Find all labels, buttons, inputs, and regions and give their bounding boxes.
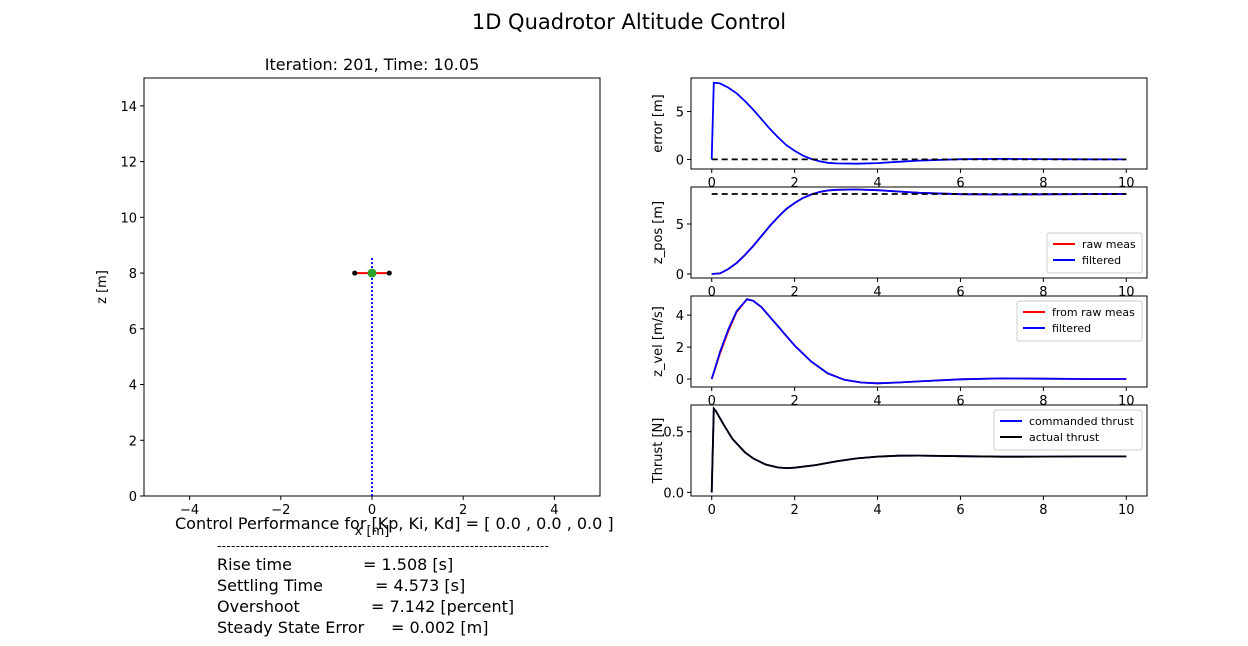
xz-view-xtick-label: 4 — [550, 503, 558, 518]
steady-state-error-value: = 0.002 [m] — [391, 618, 489, 637]
thrust-ytick-label: 0.0 — [663, 486, 684, 501]
z_pos-ytick-label: 5 — [676, 218, 684, 233]
z_vel-frame — [690, 295, 1148, 388]
xz-view-ytick-label: 10 — [120, 211, 137, 226]
xz-view-xtick-label: −4 — [180, 503, 199, 518]
error-xtick-label: 6 — [956, 176, 964, 191]
z_pos-xtick-label: 6 — [956, 285, 964, 300]
z_vel-series-filtered — [710, 298, 1127, 385]
thrust-xtick-label: 4 — [873, 503, 881, 518]
xz-view-axes: −4 −2 0 2 4 0 2 4 6 8 10 12 14 z [m] x [m] Iteration: 2… — [95, 55, 601, 539]
z_vel-ytick-label: 2 — [676, 341, 684, 356]
rise-time-label: Rise time — [217, 555, 292, 574]
z_vel-legend: from raw meas filtered — [1016, 300, 1143, 342]
xz-view-ytick-label: 8 — [129, 267, 137, 282]
error-ytick-label: 0 — [676, 153, 684, 168]
thrust-series-actual-thrust — [710, 406, 1127, 493]
xz-view-xtick-label: 2 — [459, 503, 467, 518]
z_vel-xtick-label: 0 — [708, 394, 716, 409]
z_pos-legend-label: raw meas — [1082, 238, 1136, 251]
xz-view-xlabel: x [m] — [355, 524, 390, 539]
thrust-frame — [690, 404, 1148, 497]
thrust-xtick-label: 8 — [1039, 503, 1047, 518]
z_vel-xtick-label: 10 — [1118, 394, 1135, 409]
z_vel-xtick-label: 8 — [1039, 394, 1047, 409]
xz-view-ytick-label: 4 — [129, 379, 137, 394]
error-xtick-label: 2 — [790, 176, 798, 191]
xz-view-ytick-label: 12 — [120, 156, 137, 171]
thrust-xtick-label: 0 — [708, 503, 716, 518]
z_vel-xtick-label: 2 — [790, 394, 798, 409]
z_pos-legend: raw meas filtered — [1046, 232, 1143, 274]
thrust-ytick-label: 0.5 — [663, 426, 684, 441]
z_vel-xtick-label: 6 — [956, 394, 964, 409]
xz-view-xtick-label: −2 — [271, 503, 290, 518]
error-xtick-label: 10 — [1118, 176, 1135, 191]
xz-view-ytick-label: 2 — [129, 434, 137, 449]
xz-view-ylabel: z [m] — [95, 270, 110, 304]
xz-view-xtick-label: 0 — [368, 503, 376, 518]
quadrotor-rotor-left — [352, 270, 358, 276]
error-xtick-label: 0 — [708, 176, 716, 191]
error-series-line — [710, 81, 1127, 165]
steady-state-error-label: Steady State Error — [217, 618, 365, 637]
z_vel-ylabel: z_vel [m/s] — [651, 306, 666, 377]
xz-view-ytick-label: 6 — [129, 323, 137, 338]
z_pos-legend-label: filtered — [1082, 254, 1121, 267]
thrust-legend: commanded thrust actual thrust — [993, 409, 1143, 451]
performance-header: Control Performance for [Kp, Ki, Kd] = [… — [175, 514, 614, 533]
settling-time-label: Settling Time — [217, 576, 323, 595]
z_vel-legend-box — [1016, 300, 1143, 342]
z_vel-ytick-label: 0 — [676, 373, 684, 388]
thrust-xtick-label: 10 — [1118, 503, 1135, 518]
overshoot-value: = 7.142 [percent] — [371, 597, 515, 616]
z_pos-series-filtered — [711, 188, 1127, 275]
overshoot-label: Overshoot — [217, 597, 300, 616]
z_pos-xtick-label: 10 — [1118, 285, 1135, 300]
z_vel-axes: 0 2 4 6 8 10 0 2 4 z_vel [m/s] from raw meas filter… — [651, 295, 1148, 409]
error-ytick-label: 5 — [676, 106, 684, 121]
xz-view-ytick-label: 14 — [120, 100, 137, 115]
error-axes: 0 2 4 6 8 10 0 5 error [m] — [651, 77, 1148, 191]
z_pos-frame — [690, 186, 1148, 279]
settling-time-value: = 4.573 [s] — [375, 576, 466, 595]
quadrotor-rotor-right — [386, 270, 392, 276]
error-frame — [690, 77, 1148, 170]
z_vel-ytick-label: 4 — [676, 309, 684, 324]
error-ylabel: error [m] — [651, 94, 666, 152]
z_pos-xtick-label: 8 — [1039, 285, 1047, 300]
figure-title: 1D Quadrotor Altitude Control — [472, 10, 786, 34]
thrust-ylabel: Thrust [N] — [651, 418, 666, 485]
error-xtick-label: 8 — [1039, 176, 1047, 191]
z_vel-legend-label: from raw meas — [1052, 306, 1135, 319]
thrust-legend-box — [993, 409, 1143, 451]
thrust-xtick-label: 2 — [790, 503, 798, 518]
z_pos-xtick-label: 0 — [708, 285, 716, 300]
xz-view-title: Iteration: 201, Time: 10.05 — [265, 55, 480, 74]
thrust-legend-label: commanded thrust — [1029, 415, 1135, 428]
z_pos-xtick-label: 2 — [790, 285, 798, 300]
error-xtick-label: 4 — [873, 176, 881, 191]
xz-view-ytick-label: 0 — [129, 490, 137, 505]
thrust-legend-label: actual thrust — [1029, 431, 1100, 444]
z_pos-xtick-label: 4 — [873, 285, 881, 300]
rise-time-value: = 1.508 [s] — [363, 555, 454, 574]
z_pos-ylabel: z_pos [m] — [651, 201, 666, 264]
performance-divider: ----------------------------------------… — [217, 539, 550, 553]
z_pos-ytick-label: 0 — [676, 268, 684, 283]
quadrotor-body — [367, 268, 377, 278]
z_pos-axes: 0 2 4 6 8 10 0 5 z_pos [m] raw meas filtered — [651, 186, 1148, 300]
thrust-xtick-label: 6 — [956, 503, 964, 518]
z_vel-legend-label: filtered — [1052, 322, 1091, 335]
z_vel-xtick-label: 4 — [873, 394, 881, 409]
